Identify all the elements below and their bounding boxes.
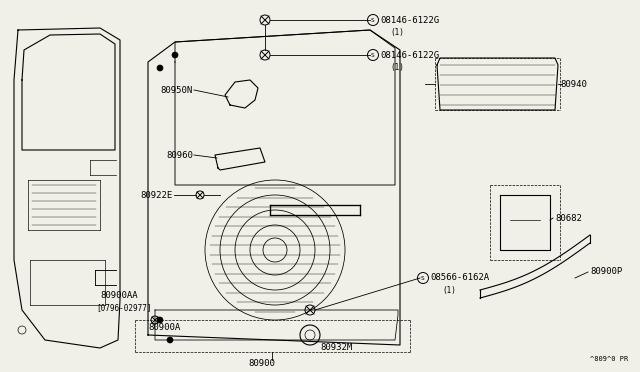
Text: 80900: 80900 (248, 359, 275, 369)
Text: [0796-02977]: [0796-02977] (96, 304, 152, 312)
Circle shape (157, 317, 163, 323)
Circle shape (157, 65, 163, 71)
Text: 80950N: 80950N (161, 86, 193, 94)
Circle shape (167, 337, 173, 343)
Text: 80960: 80960 (166, 151, 193, 160)
Circle shape (172, 52, 178, 58)
Text: 80900P: 80900P (590, 267, 622, 276)
Text: ^809^0 PR: ^809^0 PR (589, 356, 628, 362)
Text: 08146-6122G: 08146-6122G (380, 16, 439, 25)
Text: 08566-6162A: 08566-6162A (430, 273, 489, 282)
Text: 80900A: 80900A (148, 324, 180, 333)
Text: (1): (1) (390, 28, 404, 36)
Text: S: S (371, 17, 375, 22)
Text: 80932M: 80932M (320, 343, 352, 353)
Text: S: S (371, 52, 375, 58)
Text: 80922E: 80922E (141, 190, 173, 199)
Text: S: S (421, 276, 425, 280)
Text: (1): (1) (390, 62, 404, 71)
Text: 80940: 80940 (560, 80, 587, 89)
Text: 80900AA: 80900AA (100, 291, 138, 299)
Text: (1): (1) (442, 285, 456, 295)
Text: 80682: 80682 (555, 214, 582, 222)
Text: 08146-6122G: 08146-6122G (380, 51, 439, 60)
